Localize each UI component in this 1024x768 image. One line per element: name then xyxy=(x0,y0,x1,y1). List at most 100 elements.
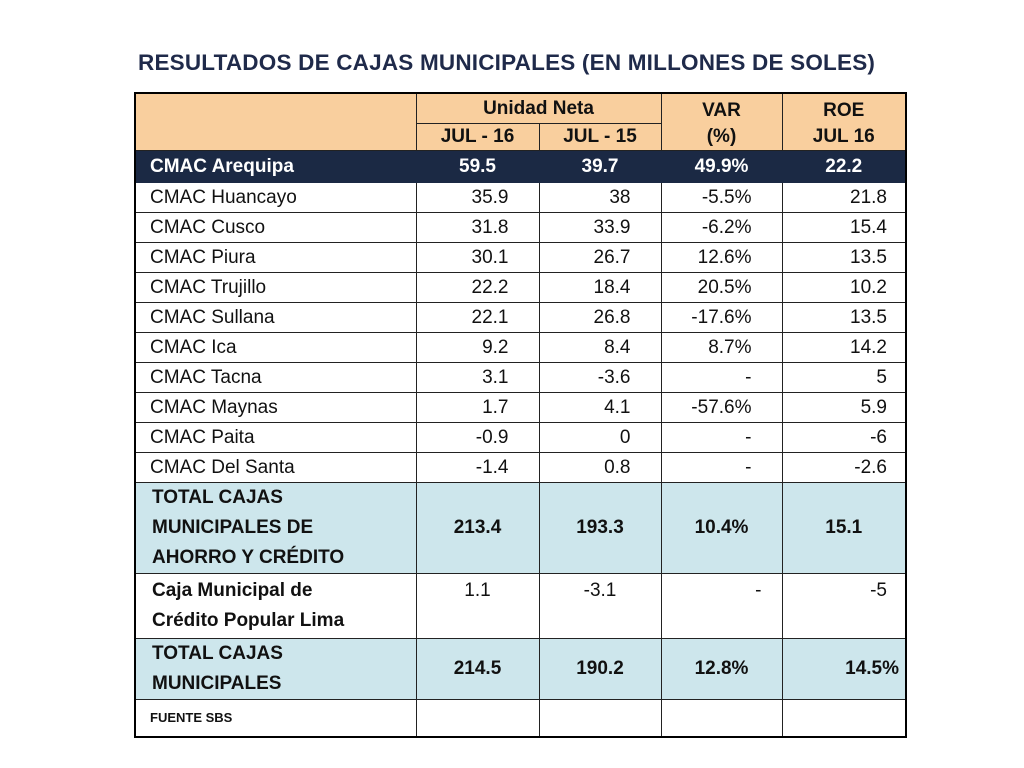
total-cmac-label: TOTAL CAJAS MUNICIPALES DE AHORRO Y CRÉD… xyxy=(134,482,417,574)
cell-roe: -6 xyxy=(781,422,907,453)
cell-roe: -2.6 xyxy=(781,452,907,483)
row-name: CMAC Sullana xyxy=(134,302,417,333)
cell-jul15: 0 xyxy=(538,422,662,453)
header-var-line2: (%) xyxy=(706,126,737,147)
cell-var: -6.2% xyxy=(660,212,783,243)
cell-jul15: 26.7 xyxy=(538,242,662,273)
total-all-label: TOTAL CAJAS MUNICIPALES xyxy=(134,638,417,700)
header-roe-line2: JUL 16 xyxy=(812,126,875,147)
row-name: CMAC Trujillo xyxy=(134,272,417,303)
table-row: CMAC Paita -0.9 0- -6 xyxy=(134,422,907,453)
table-row: CMAC Ica 9.2 8.4 8.7% 14.2 xyxy=(134,332,907,363)
row-name: CMAC Paita xyxy=(134,422,417,453)
cell-jul15: -3.1 xyxy=(538,573,662,639)
cell-jul16: 1.7 xyxy=(415,392,540,423)
cell-jul15: 26.8 xyxy=(538,302,662,333)
lima-row: Caja Municipal de Crédito Popular Lima 1… xyxy=(134,573,907,639)
cell-roe: 13.5 xyxy=(781,302,907,333)
header-var-line1: VAR xyxy=(702,100,741,121)
table-row: CMAC Del Santa -1.4 0.8- -2.6 xyxy=(134,452,907,483)
cell-jul16: -0.9 xyxy=(415,422,540,453)
cell-jul16: 22.2 xyxy=(415,272,540,303)
footer-empty-cell xyxy=(538,699,662,738)
table-row: CMAC Huancayo 35.9 38 -5.5% 21.8 xyxy=(134,182,907,213)
row-name: CMAC Piura xyxy=(134,242,417,273)
row-name: CMAC Maynas xyxy=(134,392,417,423)
table-row: CMAC Trujillo 22.2 18.4 20.5% 10.2 xyxy=(134,272,907,303)
cell-roe: 22.2 xyxy=(781,150,907,183)
cell-jul15: 38 xyxy=(538,182,662,213)
header-blank-cell xyxy=(134,92,417,151)
cell-jul15: 193.3 xyxy=(538,482,662,574)
cell-roe: 5 xyxy=(781,362,907,393)
cell-roe: 21.8 xyxy=(781,182,907,213)
table-row: CMAC Sullana 22.1 26.8 -17.6% 13.5 xyxy=(134,302,907,333)
header-var: VAR (%) xyxy=(660,92,783,151)
cell-var: 12.8% xyxy=(660,638,783,700)
page-title: RESULTADOS DE CAJAS MUNICIPALES (EN MILL… xyxy=(138,50,876,75)
cell-jul16: -1.4 xyxy=(415,452,540,483)
cell-jul16: 22.1 xyxy=(415,302,540,333)
footer-empty-cell xyxy=(660,699,783,738)
cell-var: 12.6% xyxy=(660,242,783,273)
cell-jul16: 35.9 xyxy=(415,182,540,213)
cell-roe: 13.5 xyxy=(781,242,907,273)
cell-jul16: 31.8 xyxy=(415,212,540,243)
total-all-line1: TOTAL CAJAS xyxy=(152,643,283,664)
lima-line1: Caja Municipal de xyxy=(152,580,313,601)
cell-roe: 14.2 xyxy=(781,332,907,363)
header-roe: ROE JUL 16 xyxy=(781,92,907,151)
total-all-line2: MUNICIPALES xyxy=(152,673,282,694)
row-name: CMAC Tacna xyxy=(134,362,417,393)
header-roe-line1: ROE xyxy=(823,100,865,121)
row-name: CMAC Cusco xyxy=(134,212,417,243)
table-row: CMAC Maynas 1.7 4.1 -57.6% 5.9 xyxy=(134,392,907,423)
cell-jul15: 39.7 xyxy=(538,150,662,183)
cell-var: -57.6% xyxy=(660,392,783,423)
header-group-label: Unidad Neta xyxy=(415,92,662,124)
cell-var: - xyxy=(660,573,783,639)
cell-var: -17.6% xyxy=(660,302,783,333)
footer-empty-cell xyxy=(415,699,540,738)
cell-jul16: 214.5 xyxy=(415,638,540,700)
total-cmac-line1: TOTAL CAJAS xyxy=(152,487,283,508)
row-name: CMAC Huancayo xyxy=(134,182,417,213)
cell-var: - xyxy=(660,362,783,393)
highlight-row: CMAC Arequipa 59.5 39.7 49.9% 22.2 xyxy=(134,150,907,183)
cell-roe: 15.4 xyxy=(781,212,907,243)
total-cmac-line3: AHORRO Y CRÉDITO xyxy=(152,547,345,568)
row-name: CMAC Del Santa xyxy=(134,452,417,483)
cell-jul16: 59.5 xyxy=(415,150,540,183)
header-col-jul16: JUL - 16 xyxy=(415,123,540,151)
lima-label: Caja Municipal de Crédito Popular Lima xyxy=(134,573,417,639)
cell-roe: 5.9 xyxy=(781,392,907,423)
cell-var: - xyxy=(660,422,783,453)
cell-jul15: 18.4 xyxy=(538,272,662,303)
row-name: CMAC Ica xyxy=(134,332,417,363)
cell-var: -5.5% xyxy=(660,182,783,213)
cell-jul15: 0.8 xyxy=(538,452,662,483)
cell-var: 20.5% xyxy=(660,272,783,303)
total-cmac-row: TOTAL CAJAS MUNICIPALES DE AHORRO Y CRÉD… xyxy=(134,482,907,574)
row-name: CMAC Arequipa xyxy=(134,150,417,183)
cell-jul15: 8.4 xyxy=(538,332,662,363)
total-cmac-line2: MUNICIPALES DE xyxy=(152,517,314,538)
footer-row: FUENTE SBS xyxy=(134,699,907,738)
footer-empty-cell xyxy=(781,699,907,738)
cell-var: - xyxy=(660,452,783,483)
cell-jul15: 190.2 xyxy=(538,638,662,700)
results-table: Unidad Neta VAR (%) ROE JUL 16 JUL - 16 … xyxy=(134,92,907,738)
cell-jul16: 1.1 xyxy=(415,573,540,639)
cell-roe: 10.2 xyxy=(781,272,907,303)
lima-line2: Crédito Popular Lima xyxy=(152,610,345,631)
table-row: CMAC Cusco 31.8 33.9 -6.2% 15.4 xyxy=(134,212,907,243)
cell-jul16: 30.1 xyxy=(415,242,540,273)
cell-roe: 14.5% xyxy=(781,638,907,700)
cell-var: 49.9% xyxy=(660,150,783,183)
header-col-jul15: JUL - 15 xyxy=(538,123,662,151)
cell-jul16: 3.1 xyxy=(415,362,540,393)
cell-jul16: 9.2 xyxy=(415,332,540,363)
cell-jul16: 213.4 xyxy=(415,482,540,574)
source-note: FUENTE SBS xyxy=(134,699,417,738)
total-all-row: TOTAL CAJAS MUNICIPALES 214.5 190.2 12.8… xyxy=(134,638,907,700)
